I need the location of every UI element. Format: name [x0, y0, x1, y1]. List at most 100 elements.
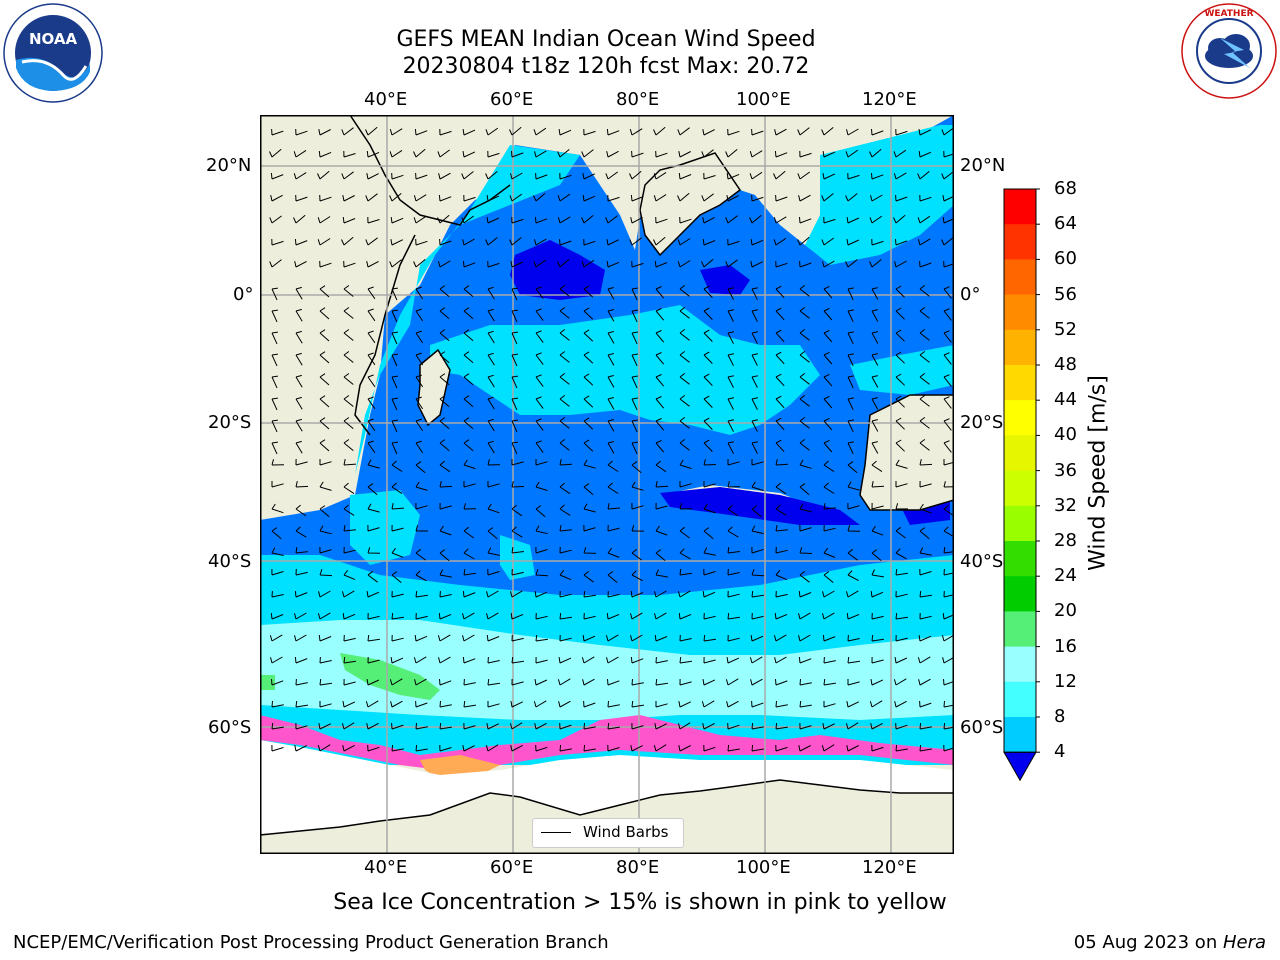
- wind-zone-dark-blue: [700, 265, 750, 295]
- wind-barb: [511, 353, 518, 367]
- wind-barb: [391, 744, 404, 752]
- antarctica-land: [260, 779, 954, 854]
- wind-barb: [702, 129, 715, 136]
- wind-barb: [703, 307, 713, 320]
- wind-barb: [726, 657, 740, 664]
- wind-barb: [606, 612, 620, 620]
- colorbar-extend-arrow: [1003, 751, 1037, 782]
- wind-barb: [559, 238, 572, 246]
- wind-barb: [462, 745, 475, 752]
- wind-barb: [511, 459, 524, 466]
- wind-barb: [487, 286, 495, 300]
- wind-barb: [461, 215, 474, 224]
- wind-barb: [535, 396, 544, 409]
- wind-barb: [631, 570, 643, 582]
- right-lat-label: 20°S: [960, 412, 1004, 433]
- wind-barb: [439, 590, 452, 598]
- wind-barb: [511, 504, 523, 517]
- wind-barb: [799, 700, 812, 708]
- wind-barb: [535, 481, 548, 491]
- wind-barb: [775, 285, 785, 299]
- wind-barb: [295, 440, 303, 454]
- wind-barb: [294, 260, 307, 268]
- wind-barb: [510, 612, 524, 620]
- wind-barb: [799, 150, 812, 158]
- wind-barb: [414, 635, 428, 642]
- wind-barb: [775, 395, 785, 409]
- wind-barb: [389, 149, 403, 158]
- wind-barb: [581, 656, 595, 664]
- wind-barb: [535, 172, 548, 180]
- wind-barb: [895, 744, 908, 752]
- wind-barb: [871, 441, 879, 454]
- wind-barb: [439, 722, 452, 730]
- colorbar-segment: [1004, 259, 1036, 296]
- wind-barb: [895, 634, 908, 642]
- wind-barb: [607, 353, 615, 366]
- top-lon-label: 60°E: [490, 89, 534, 110]
- wind-barb: [799, 439, 810, 451]
- wind-barb: [919, 194, 932, 202]
- wind-barb: [703, 656, 716, 664]
- wind-barb: [487, 568, 500, 576]
- noaa-logo: NOAA: [3, 3, 103, 103]
- wind-barb: [559, 172, 572, 180]
- wind-barb: [415, 570, 427, 582]
- wind-barb: [799, 285, 810, 297]
- right-lat-label: 40°S: [960, 551, 1004, 572]
- wind-barb: [631, 309, 638, 323]
- wind-barb: [775, 417, 785, 431]
- wind-barb: [559, 482, 571, 495]
- wind-barb: [295, 700, 308, 708]
- wind-barb: [895, 329, 905, 342]
- wind-barb: [462, 238, 475, 246]
- wind-barb: [487, 260, 500, 268]
- wind-barb: [319, 417, 330, 430]
- wind-barb: [727, 397, 734, 410]
- wind-barb: [631, 678, 644, 686]
- wind-barb: [823, 571, 834, 583]
- wind-barb: [486, 723, 500, 730]
- wind-barb: [751, 569, 765, 577]
- wind-barb: [583, 571, 594, 583]
- wind-barb: [271, 700, 284, 708]
- wind-barb: [751, 505, 762, 518]
- wind-barb: [727, 590, 740, 598]
- wind-barb: [847, 441, 854, 455]
- wind-barb: [559, 459, 573, 466]
- wind-barb: [607, 482, 619, 494]
- wind-barb: [871, 481, 885, 488]
- wind-barb: [749, 215, 762, 224]
- wind-barb: [893, 149, 907, 158]
- wind-barb: [365, 700, 379, 708]
- wind-zone-cyan: [355, 145, 580, 475]
- wind-barb: [751, 546, 764, 554]
- wind-barb: [367, 459, 380, 469]
- wind-barb: [343, 260, 356, 268]
- wind-barb: [439, 285, 450, 298]
- wind-barb: [679, 417, 690, 429]
- wind-barb: [919, 307, 930, 319]
- wind-barb: [413, 259, 426, 268]
- wind-barb: [918, 678, 931, 686]
- wind-barb: [823, 373, 833, 387]
- wind-barb: [295, 194, 308, 202]
- wind-barb: [271, 397, 278, 411]
- wind-barb: [847, 309, 854, 323]
- wind-barb: [655, 418, 665, 431]
- wind-barb: [653, 744, 667, 752]
- wind-barb: [679, 656, 692, 664]
- wind-barb: [607, 287, 615, 300]
- wind-barb: [677, 192, 690, 202]
- colorbar-segment: [1004, 435, 1036, 472]
- wind-barb: [871, 128, 884, 136]
- colorbar-tick-label: 24: [1054, 565, 1077, 587]
- wind-barb: [775, 373, 785, 387]
- wind-barb: [439, 238, 452, 246]
- wind-barb: [702, 679, 716, 686]
- colorbar-segment: [1004, 294, 1036, 331]
- wind-zone-green: [260, 675, 275, 690]
- wind-barb: [583, 128, 596, 136]
- wind-barb: [293, 149, 307, 158]
- wind-barb: [510, 172, 523, 180]
